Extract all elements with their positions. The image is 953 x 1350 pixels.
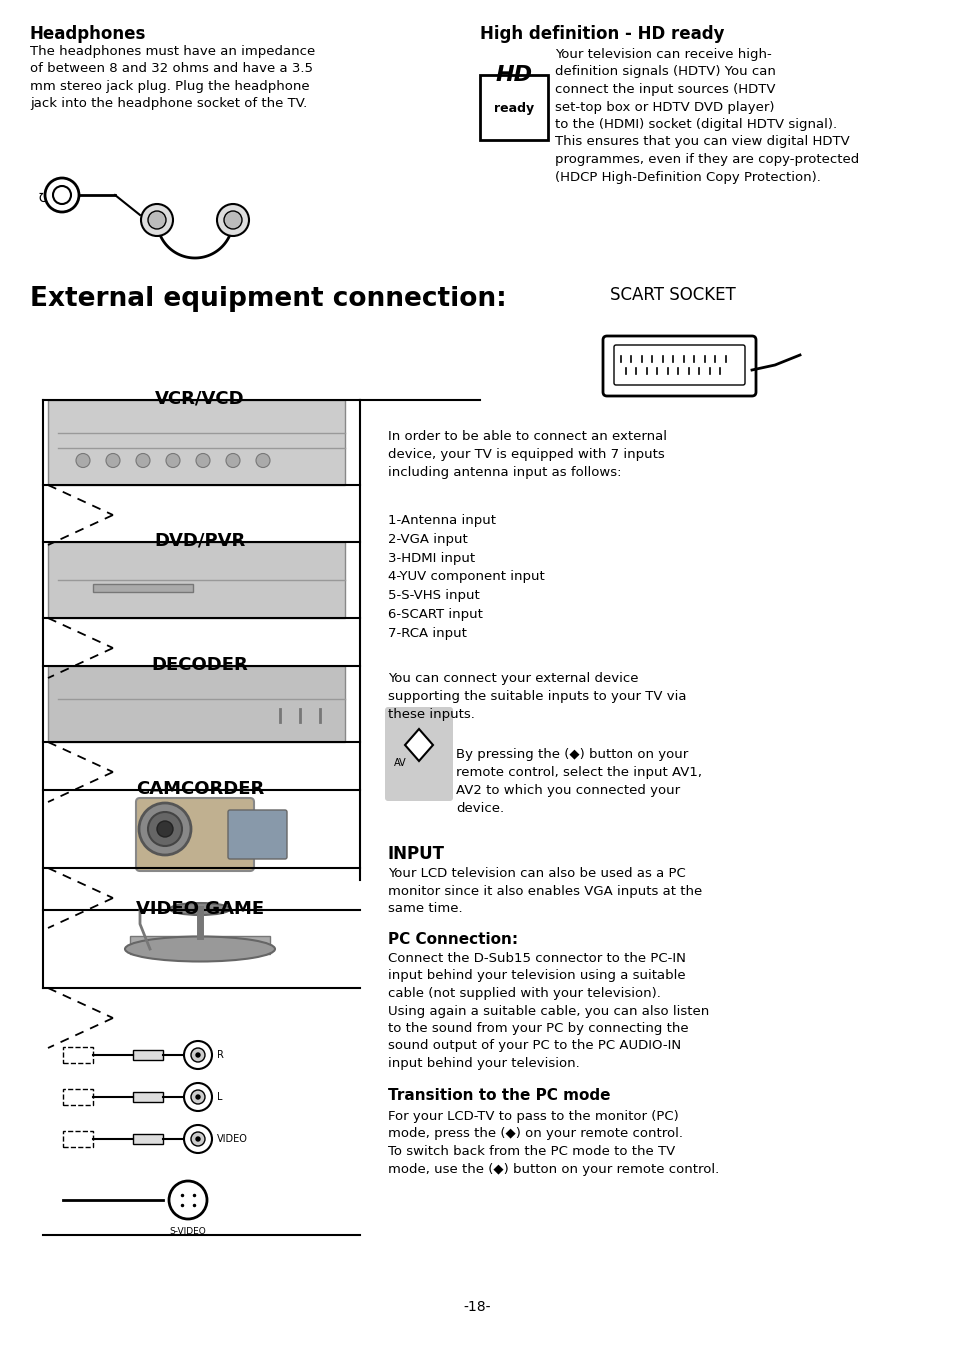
Text: External equipment connection:: External equipment connection: [30,286,506,312]
Ellipse shape [125,937,274,961]
Circle shape [195,454,210,467]
Ellipse shape [170,903,230,915]
Text: VCR/VCD: VCR/VCD [155,390,245,408]
Text: AV: AV [394,757,406,768]
Circle shape [216,204,249,236]
Circle shape [195,1053,200,1057]
Circle shape [106,454,120,467]
Text: SCART SOCKET: SCART SOCKET [609,286,735,304]
Circle shape [184,1041,212,1069]
Circle shape [195,1095,200,1099]
Bar [48,541,345,618]
Text: In order to be able to connect an external
device, your TV is equipped with 7 in: In order to be able to connect an extern… [388,431,666,479]
Circle shape [141,204,172,236]
Text: L: L [216,1092,222,1102]
Bar [63,1048,92,1062]
Text: 1-Antenna input
2-VGA input
3-HDMI input
4-YUV component input
5-S-VHS input
6-S: 1-Antenna input 2-VGA input 3-HDMI input… [388,514,544,640]
FancyBboxPatch shape [614,346,744,385]
Text: Connect the D-Sub15 connector to the PC-IN
input behind your television using a : Connect the D-Sub15 connector to the PC-… [388,952,708,1071]
Bar [479,76,547,140]
Text: ready: ready [494,103,534,115]
Bar [132,1134,163,1143]
FancyBboxPatch shape [385,707,453,801]
Circle shape [139,803,191,855]
Bar [132,1092,163,1102]
Circle shape [191,1089,205,1104]
Text: The headphones must have an impedance
of between 8 and 32 ohms and have a 3.5
mm: The headphones must have an impedance of… [30,45,314,111]
Bar [48,400,345,485]
Circle shape [184,1083,212,1111]
Text: Your television can receive high-
definition signals (HDTV) You can
connect the : Your television can receive high- defini… [555,49,859,184]
Text: HD: HD [495,65,532,85]
Bar [92,585,193,593]
Text: VIDEO: VIDEO [216,1134,248,1143]
Text: DVD/PVR: DVD/PVR [154,532,245,549]
Bar [132,1050,163,1060]
Text: S-VIDEO: S-VIDEO [170,1227,206,1237]
Polygon shape [405,729,433,761]
Circle shape [166,454,180,467]
Text: For your LCD-TV to pass to the monitor (PC)
mode, press the (◆) on your remote c: For your LCD-TV to pass to the monitor (… [388,1110,719,1176]
Circle shape [148,211,166,230]
Text: By pressing the (◆) button on your
remote control, select the input AV1,
AV2 to : By pressing the (◆) button on your remot… [456,748,701,815]
Text: PC Connection:: PC Connection: [388,931,517,946]
Text: -18-: -18- [463,1300,490,1314]
FancyBboxPatch shape [136,798,253,871]
Circle shape [148,811,182,846]
Circle shape [224,211,242,230]
Circle shape [45,178,79,212]
Circle shape [255,454,270,467]
Text: CAMCORDER: CAMCORDER [135,780,264,798]
Text: You can connect your external device
supporting the suitable inputs to your TV v: You can connect your external device sup… [388,672,686,721]
Circle shape [169,1181,207,1219]
Text: High definition - HD ready: High definition - HD ready [479,26,723,43]
Text: INPUT: INPUT [388,845,444,863]
Bar [63,1131,92,1148]
Text: ℧: ℧ [38,192,48,204]
Circle shape [195,1137,200,1141]
Bar [48,666,345,742]
Circle shape [76,454,90,467]
FancyBboxPatch shape [228,810,287,859]
Circle shape [157,821,172,837]
Text: R: R [216,1050,224,1060]
Circle shape [136,454,150,467]
Circle shape [191,1048,205,1062]
Circle shape [53,186,71,204]
FancyBboxPatch shape [602,336,755,396]
Text: VIDEO GAME: VIDEO GAME [135,900,264,918]
Bar [63,1089,92,1106]
Text: Transition to the PC mode: Transition to the PC mode [388,1088,610,1103]
Text: DECODER: DECODER [152,656,248,674]
Polygon shape [130,936,270,954]
Circle shape [191,1133,205,1146]
Circle shape [184,1125,212,1153]
Text: Your LCD television can also be used as a PC
monitor since it also enables VGA i: Your LCD television can also be used as … [388,867,701,915]
Circle shape [226,454,240,467]
Text: Headphones: Headphones [30,26,146,43]
